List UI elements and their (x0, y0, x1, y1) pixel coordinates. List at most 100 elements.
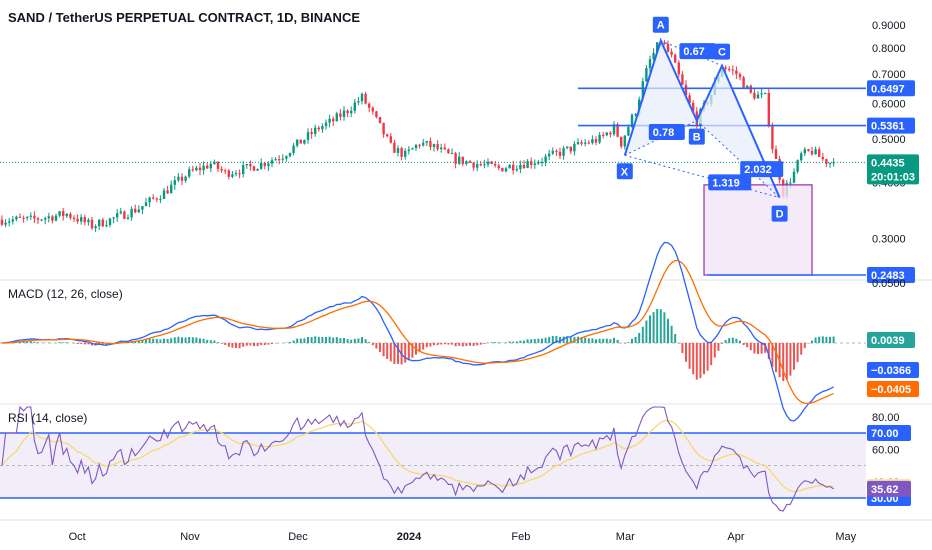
pattern-point-C: C (718, 47, 726, 59)
candle-body (281, 158, 284, 160)
candle-body (519, 164, 522, 170)
candle-body (353, 102, 356, 111)
candle-body (663, 42, 666, 45)
candle-body (476, 164, 479, 168)
candle-body (483, 164, 486, 166)
candle-body (299, 139, 302, 144)
rsi-value-tag-bg (867, 480, 911, 497)
candle-body (760, 93, 763, 95)
chart-title: SAND / TetherUS PERPETUAL CONTRACT, 1D, … (8, 10, 360, 25)
candle-body (177, 176, 180, 181)
candle-body (490, 161, 493, 164)
candle-body (94, 226, 97, 229)
candle-body (22, 217, 25, 219)
candle-body (76, 218, 79, 222)
candle-body (245, 163, 248, 166)
pattern-point-B-bg (688, 128, 705, 145)
candle-body (594, 139, 598, 143)
candle-body (288, 152, 292, 157)
candle-body (576, 142, 580, 145)
candle-body (144, 202, 148, 207)
candle-body (195, 167, 198, 171)
candle-body (515, 169, 518, 171)
candle-body (317, 127, 320, 130)
candle-body (832, 162, 835, 164)
price-tick-label: 0.6000 (872, 99, 906, 111)
price-tick-label: 0.7000 (872, 69, 906, 81)
candle-body (389, 136, 392, 143)
candle-body (674, 54, 677, 63)
candle-body (227, 170, 230, 177)
candle-body (123, 211, 126, 219)
candle-body (472, 162, 475, 168)
candle-body (429, 141, 432, 147)
macd-value-tag: −0.0366 (871, 365, 911, 377)
time-axis-label: Feb (511, 531, 530, 543)
candle-body (652, 52, 655, 60)
candle-body (166, 190, 169, 194)
pattern-point-A: A (657, 20, 665, 32)
rsi-level-tag-bg (867, 425, 911, 441)
candle-body (645, 68, 648, 82)
candle-body (148, 197, 151, 203)
candle-body (666, 44, 670, 52)
candle-body (267, 163, 270, 167)
countdown-label: 20:01:03 (871, 171, 915, 183)
candle-body (605, 132, 608, 136)
candle-body (8, 221, 11, 223)
candle-body (263, 162, 266, 167)
pattern-point-B: B (693, 132, 701, 144)
candle-body (396, 148, 400, 153)
signal-line (1, 259, 834, 405)
candle-body (51, 216, 54, 221)
candle-body (342, 110, 346, 117)
candle-body (580, 142, 583, 144)
candle-body (386, 134, 389, 137)
candle-body (544, 156, 547, 162)
candle-body (306, 132, 310, 140)
candle-body (360, 93, 364, 102)
candle-body (270, 160, 274, 164)
candle-body (656, 42, 659, 53)
candle-body (756, 94, 760, 99)
candle-body (33, 215, 36, 219)
candle-body (447, 149, 450, 154)
pattern-ratio-label: 0.78 (653, 127, 674, 139)
candle-body (749, 85, 752, 93)
candle-body (0, 219, 4, 225)
candle-body (728, 68, 731, 70)
candle-body (155, 198, 158, 200)
candle-body (764, 92, 767, 94)
time-axis-label: Oct (69, 531, 86, 543)
candle-body (767, 92, 770, 126)
candle-body (807, 149, 810, 151)
pattern-ratio-line (696, 120, 780, 198)
candle-body (630, 114, 634, 127)
candle-body (130, 208, 133, 218)
candle-body (26, 216, 29, 219)
candle-body (58, 211, 61, 216)
candle-body (332, 118, 335, 122)
pattern-ratio-line (624, 154, 780, 199)
candle-body (188, 169, 191, 177)
candle-body (252, 166, 256, 171)
candle-body (202, 165, 205, 171)
candle-body (551, 150, 554, 154)
price-level-tag-bg (867, 267, 915, 283)
candle-body (454, 153, 457, 164)
candle-body (191, 169, 194, 171)
candle-body (65, 213, 68, 217)
candle-body (324, 122, 328, 127)
pattern-point-D: D (776, 209, 784, 221)
candle-body (432, 144, 436, 147)
candle-body (731, 69, 734, 71)
rsi-title: RSI (14, close) (8, 411, 88, 425)
candle-body (249, 163, 252, 167)
price-tick-label: 0.3000 (872, 233, 906, 245)
pattern-point-D-bg (771, 205, 788, 222)
candle-body (101, 219, 104, 227)
candle-body (83, 217, 86, 223)
candle-body (126, 217, 130, 219)
candle-body (742, 77, 745, 89)
